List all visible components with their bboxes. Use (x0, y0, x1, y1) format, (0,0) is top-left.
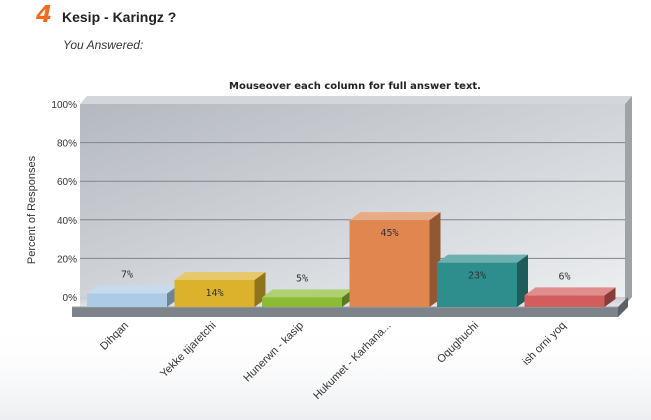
data-label: 6% (558, 271, 570, 282)
bar-top (87, 285, 178, 294)
question-number: 4 (36, 2, 53, 28)
chart-note: Mouseover each column for full answer te… (229, 81, 481, 92)
answer-subtitle: You Answered: (63, 38, 144, 52)
bar-3 (262, 289, 353, 307)
bar-top (174, 271, 266, 280)
bottom-fade (0, 320, 651, 420)
data-label: 14% (205, 288, 223, 299)
bar-top (349, 212, 441, 221)
bar-front (87, 293, 167, 307)
bar-front (262, 297, 342, 307)
bar-side (517, 254, 528, 307)
bar-front (437, 262, 517, 307)
chart-floor-front (72, 307, 618, 317)
bar-top (437, 254, 528, 263)
bar-front (524, 295, 605, 307)
bar-6 (524, 287, 616, 307)
chart-wall-top (80, 96, 632, 104)
bar-front (349, 220, 430, 307)
y-tick-label: 80% (57, 139, 77, 150)
bar-side (604, 287, 616, 307)
bar-top (262, 289, 353, 298)
bar-top (524, 287, 616, 296)
y-tick-label: 100% (51, 100, 77, 111)
y-tick-label: 40% (57, 216, 77, 227)
bar-2 (174, 271, 266, 307)
chart-wall-side (625, 96, 632, 305)
data-label: 5% (296, 273, 308, 284)
bar-front (174, 279, 255, 307)
question-title: Kesip - Karingz ? (62, 9, 177, 25)
y-tick-label: 20% (57, 254, 77, 265)
bar-4 (349, 212, 441, 307)
chart-floor-side (618, 297, 628, 317)
y-axis-title: Percent of Responses (26, 155, 38, 264)
y-tick-label: 0% (63, 293, 78, 304)
data-label: 23% (468, 271, 486, 282)
data-label: 45% (380, 228, 398, 239)
bar-1 (87, 285, 178, 307)
data-label: 7% (121, 269, 133, 280)
y-tick-label: 60% (57, 177, 77, 188)
bar-5 (437, 254, 528, 307)
